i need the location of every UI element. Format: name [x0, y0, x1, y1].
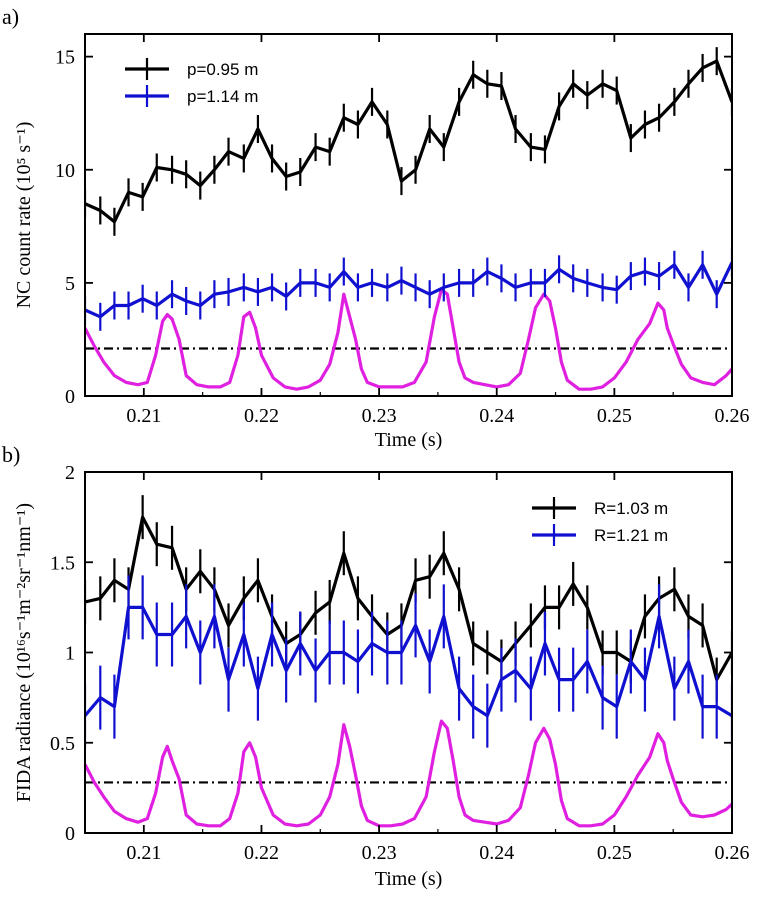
y-axis-title: NC count rate (10⁵ s⁻¹) [13, 122, 35, 309]
x-tick-label: 0.22 [244, 405, 279, 427]
y-tick-label: 2 [65, 462, 75, 484]
panel-label: b) [2, 442, 20, 467]
series-line [85, 261, 732, 319]
legend: R=1.03 m R=1.21 m [532, 497, 668, 546]
x-tick-label: 0.24 [479, 842, 514, 864]
y-tick-label: 1 [65, 643, 75, 665]
x-axis-title: Time (s) [375, 868, 443, 890]
x-tick-label: 0.23 [362, 405, 397, 427]
magenta-trace-line [85, 719, 732, 828]
legend-label: p=1.14 m [187, 87, 258, 106]
y-tick-label: 5 [65, 273, 75, 295]
legend-label: R=1.03 m [594, 499, 668, 518]
series-line [85, 59, 732, 224]
panel-a: a) 0.21 0.22 0.23 0.24 0.25 0.26 0 5 10 15 Time (s)… [2, 4, 750, 451]
x-tick-label: 0.25 [597, 405, 632, 427]
y-tick-label: 1.5 [50, 552, 75, 574]
x-tick-label: 0.24 [479, 405, 514, 427]
legend-label: p=0.95 m [187, 60, 258, 79]
series-2 [85, 575, 732, 748]
plot-area [85, 495, 732, 828]
x-tick-label: 0.22 [244, 842, 279, 864]
plot-area [85, 47, 732, 391]
x-tick-label: 0.21 [126, 842, 161, 864]
y-tick-label: 15 [55, 47, 75, 69]
x-tick-label: 0.23 [362, 842, 397, 864]
legend: p=0.95 m p=1.14 m [125, 58, 258, 107]
series-2 [85, 248, 732, 331]
x-tick-label: 0.26 [715, 405, 750, 427]
y-tick-label: 0 [65, 386, 75, 408]
magenta-trace-line [85, 288, 732, 391]
series-1 [85, 47, 732, 236]
x-tick-label: 0.21 [126, 405, 161, 427]
panel-label: a) [2, 4, 19, 29]
x-tick-label: 0.25 [597, 842, 632, 864]
legend-label: R=1.21 m [594, 526, 668, 545]
x-tick-label: 0.26 [715, 842, 750, 864]
series-line [85, 515, 732, 682]
panel-b: b) 0.21 0.22 0.23 0.24 0.25 0.26 0 0.5 1 1.5 2 Time … [2, 442, 750, 890]
axes-frame [84, 33, 733, 397]
y-tick-label: 0 [65, 823, 75, 845]
series-line [85, 605, 732, 718]
y-tick-label: 0.5 [50, 733, 75, 755]
x-axis-title: Time (s) [375, 429, 443, 451]
y-tick-label: 10 [55, 160, 75, 182]
y-axis-title: FIDA radiance (10¹⁶s⁻¹m⁻²sr⁻¹nm⁻¹) [13, 503, 35, 802]
